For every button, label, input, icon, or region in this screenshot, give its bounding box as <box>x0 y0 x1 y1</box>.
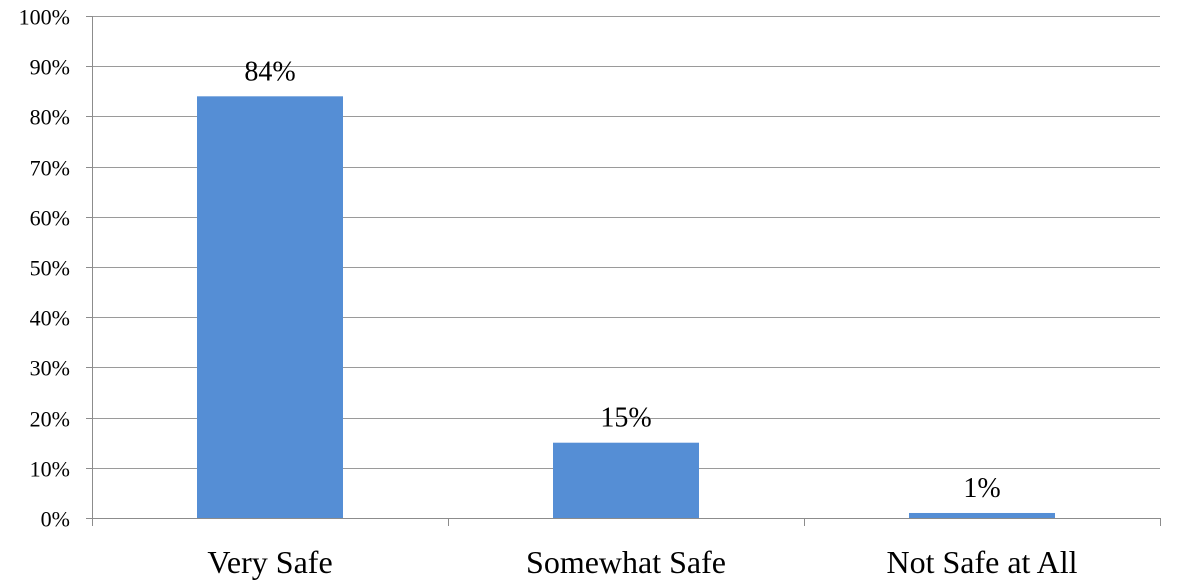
data-label: 84% <box>244 56 295 87</box>
data-label: 1% <box>963 473 1000 504</box>
y-tick-label: 40% <box>30 306 70 331</box>
bar-somewhat-safe <box>553 442 699 518</box>
x-category-label: Somewhat Safe <box>526 544 726 580</box>
y-tick-label: 50% <box>30 256 70 281</box>
labels: 0% 10% 20% 30% 40% 50% 60% 70% 80% 90% 100% 84% Very… <box>19 5 1078 581</box>
data-label: 15% <box>600 403 651 434</box>
y-tick-label: 80% <box>30 105 70 130</box>
y-tick-label: 30% <box>30 356 70 381</box>
y-tick-label: 100% <box>19 5 70 30</box>
bar-very-safe <box>197 96 343 518</box>
y-tick-label: 0% <box>41 507 70 532</box>
y-tick-label: 60% <box>30 206 70 231</box>
y-tick-label: 70% <box>30 156 70 181</box>
y-tick-label: 90% <box>30 55 70 80</box>
x-category-label: Very Safe <box>207 544 332 580</box>
bar-not-safe-at-all <box>909 512 1055 518</box>
axes <box>86 16 1161 526</box>
y-tick-label: 20% <box>30 407 70 432</box>
bars <box>197 96 1055 518</box>
x-category-label: Not Safe at All <box>886 544 1077 580</box>
y-tick-label: 10% <box>30 457 70 482</box>
